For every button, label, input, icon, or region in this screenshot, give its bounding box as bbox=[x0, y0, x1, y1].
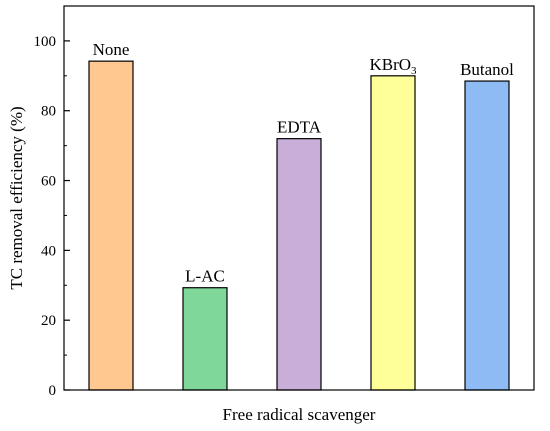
bar-label: L-AC bbox=[185, 267, 225, 286]
bar-l-ac bbox=[182, 287, 228, 391]
y-tick-label: 60 bbox=[41, 174, 56, 190]
y-tick-label: 100 bbox=[34, 34, 57, 50]
y-tick-label: 0 bbox=[49, 383, 57, 399]
y-axis-title: TC removal efficiency (%) bbox=[7, 106, 26, 289]
bar-kbro3 bbox=[370, 75, 416, 391]
bars-layer bbox=[88, 60, 510, 391]
y-tick-label: 20 bbox=[41, 313, 56, 329]
bar-none bbox=[88, 60, 134, 391]
y-tick-label: 40 bbox=[41, 243, 56, 259]
plot-frame bbox=[63, 5, 535, 391]
y-tick-label: 80 bbox=[41, 104, 56, 120]
bar-label: KBrO3 bbox=[369, 55, 417, 77]
bar-butanol bbox=[464, 80, 510, 391]
bar-edta bbox=[276, 138, 322, 391]
bar-label: None bbox=[93, 40, 130, 59]
bar-label: EDTA bbox=[277, 118, 322, 137]
bar-labels-layer: None L-AC EDTA KBrO3 Butanol bbox=[93, 40, 515, 286]
x-axis-title: Free radical scavenger bbox=[223, 405, 376, 424]
y-axis: 0 20 40 60 80 100 bbox=[34, 34, 70, 399]
bar-label: Butanol bbox=[460, 60, 514, 79]
